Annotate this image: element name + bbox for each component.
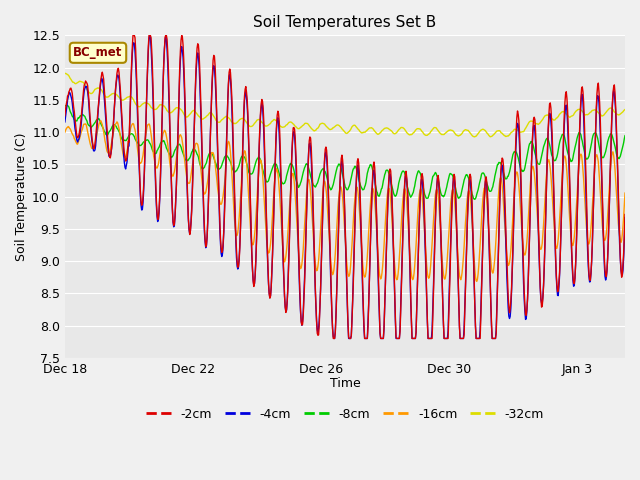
Y-axis label: Soil Temperature (C): Soil Temperature (C) bbox=[15, 132, 28, 261]
Text: BC_met: BC_met bbox=[74, 46, 123, 60]
Legend: -2cm, -4cm, -8cm, -16cm, -32cm: -2cm, -4cm, -8cm, -16cm, -32cm bbox=[141, 403, 549, 426]
X-axis label: Time: Time bbox=[330, 377, 360, 390]
Title: Soil Temperatures Set B: Soil Temperatures Set B bbox=[253, 15, 436, 30]
